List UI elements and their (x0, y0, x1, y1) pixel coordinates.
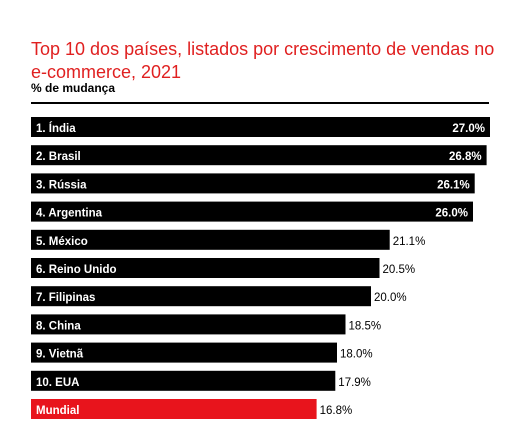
value-label-5: 20.5% (383, 264, 416, 276)
bar-7 (31, 314, 346, 335)
category-label-4: 5. México (36, 236, 88, 248)
bar-2 (31, 173, 475, 194)
category-label-5: 6. Reino Unido (36, 264, 117, 276)
category-label-2: 3. Rússia (36, 179, 87, 191)
value-label-10: 16.8% (320, 405, 353, 417)
value-label-9: 17.9% (338, 377, 371, 389)
category-label-0: 1. Índia (36, 122, 76, 135)
value-label-7: 18.5% (349, 320, 382, 332)
value-label-6: 20.0% (374, 292, 407, 304)
value-label-1: 26.8% (449, 151, 482, 163)
category-label-10: Mundial (36, 405, 79, 417)
value-label-8: 18.0% (340, 349, 373, 361)
bar-3 (31, 201, 473, 222)
bar-6 (31, 286, 371, 307)
category-label-3: 4. Argentina (36, 208, 103, 220)
bar-10 (31, 399, 317, 419)
bar-8 (31, 342, 337, 363)
chart-subtitle: % de mudança (31, 81, 116, 95)
category-label-1: 2. Brasil (36, 151, 81, 163)
value-label-0: 27.0% (452, 123, 485, 135)
bar-1 (31, 145, 487, 166)
title-divider (31, 102, 489, 104)
value-label-4: 21.1% (393, 236, 426, 248)
bar-5 (31, 258, 380, 278)
category-label-7: 8. China (36, 320, 81, 332)
category-label-6: 7. Filipinas (36, 292, 95, 304)
value-label-2: 26.1% (437, 179, 470, 191)
bar-4 (31, 229, 390, 250)
value-label-3: 26.0% (435, 208, 468, 220)
category-label-8: 9. Vietnã (36, 349, 84, 361)
bar-9 (31, 370, 336, 391)
category-label-9: 10. EUA (36, 377, 79, 389)
bar-0 (31, 117, 490, 137)
chart-title: Top 10 dos países, listados por crescime… (31, 39, 495, 82)
